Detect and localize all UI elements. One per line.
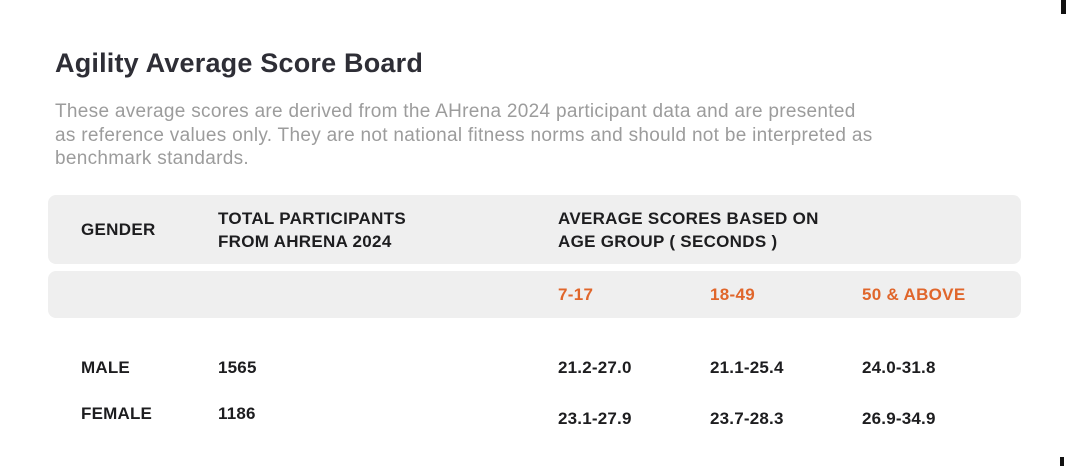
score-value-18-49: 21.1-25.4: [710, 358, 784, 377]
table-body: MALE 1565 21.2-27.0 21.1-25.4 24.0-31.8 …: [48, 318, 1021, 437]
age-group-label-7-17: 7-17: [558, 284, 594, 304]
table-header-row: GENDER TOTAL PARTICIPANTS FROM AHRENA 20…: [48, 195, 1021, 264]
score-value-50-above: 24.0-31.8: [862, 358, 936, 377]
age-group-label-50-above: 50 & ABOVE: [862, 284, 966, 304]
score-table: GENDER TOTAL PARTICIPANTS FROM AHRENA 20…: [48, 195, 1021, 437]
score-value-7-17: 21.2-27.0: [558, 358, 632, 377]
page-title: Agility Average Score Board: [55, 48, 424, 78]
table-row-female: FEMALE 1186 23.1-27.9 23.7-28.3 26.9-34.…: [48, 391, 1021, 437]
age-group-header-row: 7-17 18-49 50 & ABOVE: [48, 271, 1021, 318]
column-header-gender: GENDER: [81, 220, 156, 239]
edge-mark-bottom-right: [1060, 457, 1064, 466]
edge-mark-top-right: [1061, 0, 1066, 14]
page-description: These average scores are derived from th…: [55, 100, 1035, 171]
table-row-male: MALE 1565 21.2-27.0 21.1-25.4 24.0-31.8: [48, 345, 1021, 391]
gender-value: MALE: [81, 358, 130, 377]
score-value-7-17: 23.1-27.9: [558, 409, 632, 428]
gender-value: FEMALE: [81, 404, 153, 423]
description-line: as reference values only. They are not n…: [55, 124, 873, 146]
column-header-average-scores: AVERAGE SCORES BASED ON AGE GROUP ( SECO…: [558, 208, 819, 251]
score-value-18-49: 23.7-28.3: [710, 409, 784, 428]
column-header-total-participants: TOTAL PARTICIPANTS FROM AHRENA 2024: [218, 208, 406, 251]
description-line: These average scores are derived from th…: [55, 101, 856, 122]
total-participants-value: 1186: [218, 404, 256, 423]
total-participants-value: 1565: [218, 358, 257, 377]
age-group-label-18-49: 18-49: [710, 284, 755, 304]
description-line: benchmark standards.: [55, 148, 249, 169]
score-value-50-above: 26.9-34.9: [862, 409, 936, 428]
